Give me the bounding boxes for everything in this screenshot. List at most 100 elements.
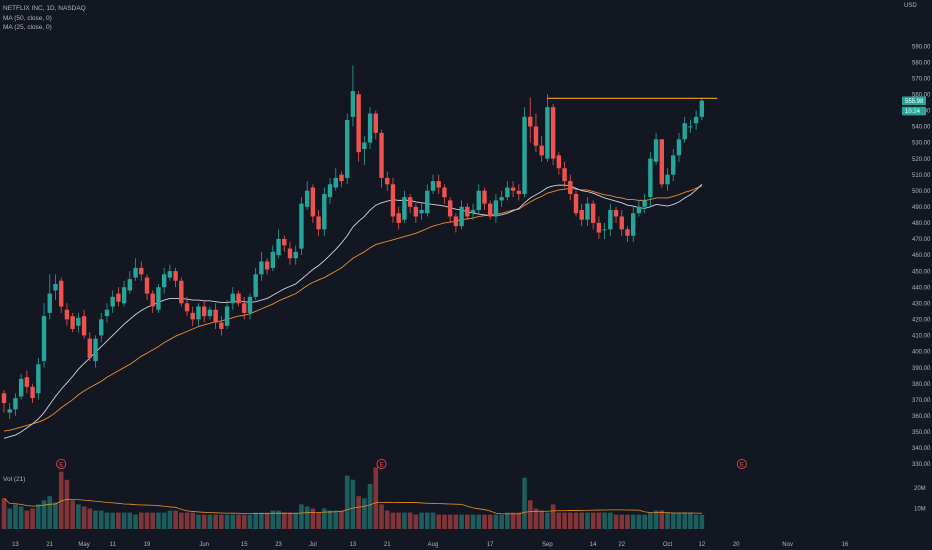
volume-bar [602,512,607,529]
candle-body [104,309,110,317]
volume-bar [362,498,367,529]
candle-body [304,190,310,207]
candle-body [133,267,138,278]
candle [682,116,687,143]
candle-body [36,364,41,394]
candle [533,113,539,153]
price-badge: 555.98 [902,96,926,106]
volume-tick-label: 10M [914,507,926,513]
candle-body [659,139,664,185]
price-badge-label: 10:24 [905,109,921,115]
volume-legend[interactable]: Vol (21) [3,476,26,483]
price-tick-label: 470.00 [912,237,931,243]
candle [373,110,378,140]
currency-label[interactable]: USD [904,3,917,9]
candle [121,280,127,307]
volume-bar [339,510,344,529]
volume-bar [24,510,30,529]
candle-body [653,139,659,162]
price-tick-label: 430.00 [912,301,931,307]
price-tick-label: 520.00 [912,157,931,163]
candle [465,203,470,220]
candle-body [396,213,401,223]
volume-bar [207,514,213,529]
candle [264,258,270,275]
candle [419,203,424,220]
candle-body [41,316,47,362]
candle-body [339,174,344,182]
volume-bar [81,506,87,529]
volume-bar [590,512,596,529]
candle-body [447,200,453,217]
candle-body [419,210,424,214]
candle-body [121,287,127,304]
candle-body [579,210,584,220]
earnings-marker-circle [56,458,67,469]
candle [219,316,224,336]
candle-body [499,197,504,201]
candle-body [144,277,150,294]
price-axis[interactable]: 330.00 340.00 350.00 360.00 370.00 380.00 390.… [902,44,931,513]
volume-bar [402,512,407,529]
candle-body [470,210,476,214]
candle [327,177,333,204]
ma50-legend[interactable]: MA (50, close, 0) [3,14,52,22]
candle-body [93,338,98,362]
volume-bar [516,512,522,529]
price-tick-label: 330.00 [912,462,931,468]
volume-bar [350,479,356,529]
candle-body [242,303,247,313]
earnings-marker: E [736,458,747,469]
price-tick-label: 380.00 [912,382,931,388]
candle [436,174,441,194]
volume-bar [41,500,47,529]
volume-bar [316,512,321,529]
volume-bar [144,512,150,529]
price-tick-label: 560.00 [912,92,931,98]
candle-body [207,309,213,317]
volume-bar [613,514,619,529]
volume-bar [642,514,647,529]
volume-bar [653,510,659,529]
candle [545,94,550,162]
volume-bar [556,512,562,529]
candle [562,161,567,188]
candle [625,226,630,243]
ma25-legend[interactable]: MA (25, close, 0) [3,24,52,31]
volume-bar [270,510,276,529]
candle [41,303,47,368]
volume-bar [419,512,424,529]
candle [184,296,190,317]
candle [30,383,35,403]
volume-bar [459,514,464,529]
earnings-marker-circle [736,458,747,469]
candle [579,203,584,227]
volume-bar [322,508,327,529]
time-tick-label: 21 [46,542,53,548]
candle [282,235,287,252]
time-tick-label: May [78,542,89,548]
candle [99,312,104,342]
volume-bar [13,504,18,529]
candle-body [671,155,676,175]
earnings-marker-circle [376,458,387,469]
candle [659,139,664,188]
candle-body [287,248,293,259]
candle-body [1,393,7,403]
ma50-line [3,185,703,432]
candle [573,190,579,217]
time-axis[interactable]: 13 21 May 11 19 Jun 15 23 Jul 13 21 Aug 17 Sep 14 22 Oct… [12,542,849,548]
volume-bar [241,514,247,529]
candle-body [688,126,693,128]
symbol-title[interactable]: NETFLIX INC, 1D, NASDAQ [3,5,86,12]
candle [87,332,92,362]
candle-body [459,206,464,227]
candle-body [596,222,602,233]
candle [676,132,682,162]
candle-body [465,206,470,217]
volume-bar [527,500,533,529]
price-tick-label: 530.00 [912,141,931,147]
volume-bar [224,514,230,529]
candle [688,120,693,133]
